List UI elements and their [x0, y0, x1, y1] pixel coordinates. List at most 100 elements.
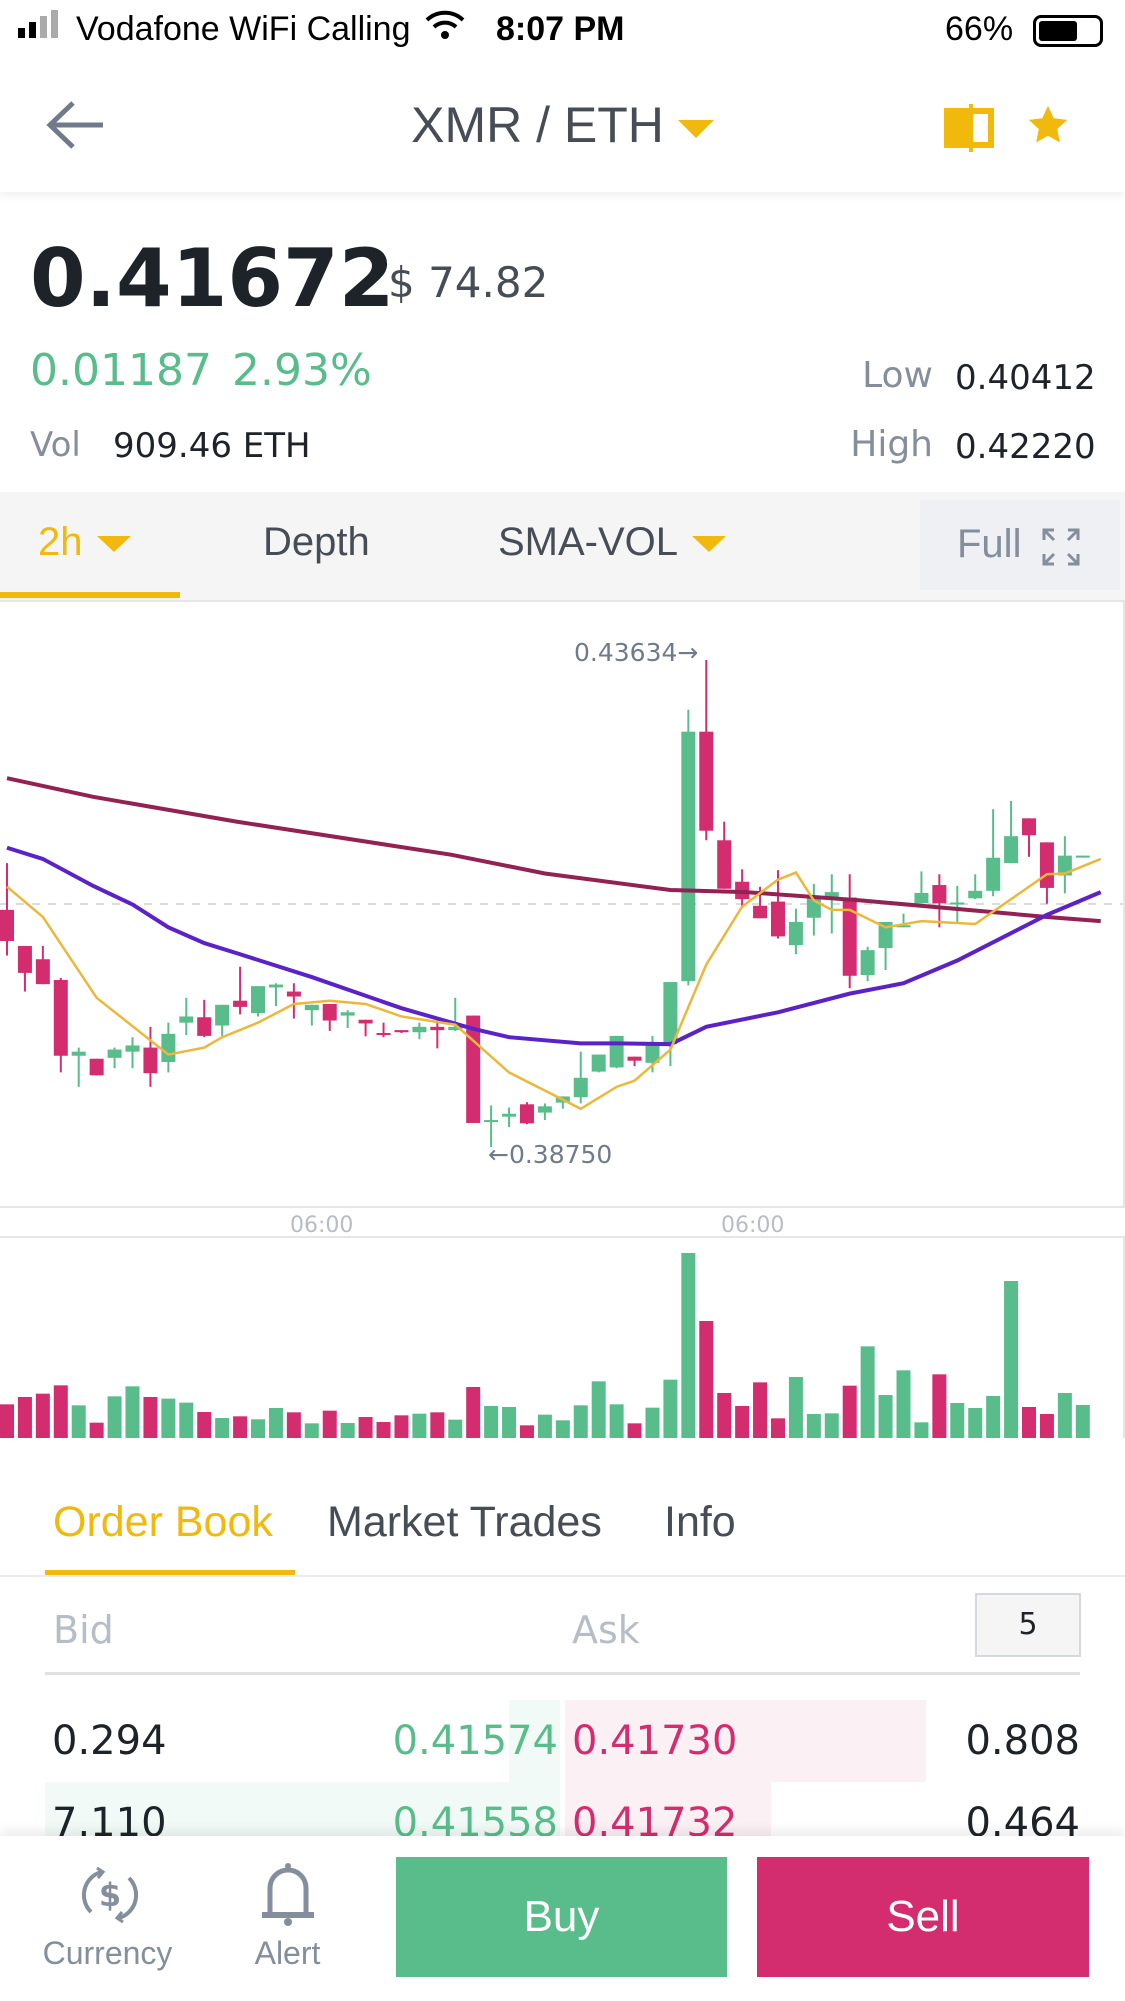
volume-bar	[537, 1414, 552, 1438]
volume-bar	[753, 1382, 768, 1438]
high-marker-value: 0.43634	[574, 638, 678, 667]
volume-bar	[484, 1406, 499, 1438]
volume-bar	[842, 1385, 857, 1438]
candle-body	[824, 892, 839, 899]
volume-bar	[770, 1418, 785, 1438]
candle-body	[1075, 855, 1090, 858]
candle-body	[681, 731, 696, 982]
currency-label: Currency	[42, 1935, 173, 1971]
divider	[0, 1575, 1125, 1577]
volume-bar	[573, 1405, 588, 1438]
wifi-icon	[425, 10, 465, 60]
volume-bar	[950, 1403, 965, 1438]
candle-body	[896, 925, 911, 928]
candle-body	[1039, 842, 1054, 888]
star-icon[interactable]	[1025, 102, 1071, 152]
volume-bar	[914, 1422, 929, 1438]
candle-body	[860, 950, 875, 975]
candle-body	[914, 892, 929, 904]
candle-body	[358, 1019, 373, 1024]
candle-body	[448, 1026, 463, 1031]
volume-bar	[215, 1418, 230, 1438]
fullscreen-button[interactable]: Full	[920, 500, 1120, 590]
volume-bar	[71, 1405, 86, 1438]
price-change: 0.01187	[30, 345, 212, 396]
high-marker: 0.43634→	[574, 638, 698, 667]
volume-bar	[717, 1393, 732, 1438]
volume-bar	[663, 1379, 678, 1438]
volume-bar	[0, 1404, 14, 1438]
bid-price[interactable]: 0.41574	[392, 1718, 558, 1764]
volume-bar	[735, 1406, 750, 1438]
volume-bar	[286, 1412, 301, 1438]
candle-body	[71, 1051, 86, 1056]
tab-market-trades[interactable]: Market Trades	[327, 1498, 602, 1546]
candle-body	[788, 921, 803, 946]
tab-order-book[interactable]: Order Book	[53, 1498, 273, 1546]
active-tab-underline	[0, 592, 180, 598]
low-marker: ←0.38750	[488, 1140, 612, 1169]
ask-price[interactable]: 0.41730	[572, 1718, 738, 1764]
volume-bar	[125, 1386, 140, 1438]
candle-body	[950, 902, 965, 905]
volume-bar	[197, 1412, 212, 1438]
sell-button[interactable]: Sell	[757, 1857, 1089, 1977]
time-label: 06:00	[721, 1213, 785, 1238]
candle-body	[591, 1054, 606, 1072]
candlestick-chart[interactable]	[0, 600, 1125, 1208]
interval-label: 2h	[38, 520, 83, 564]
volume-value: 909.46 ETH	[113, 426, 311, 466]
volume-bar	[179, 1402, 194, 1438]
ma-mid-line	[6, 845, 1102, 1047]
interval-selector[interactable]: 2h	[38, 520, 131, 565]
candle-body	[394, 1030, 409, 1033]
candle-body	[519, 1104, 534, 1124]
high-label: High	[850, 424, 933, 465]
currency-button[interactable]: $ Currency	[20, 1860, 195, 1980]
candle-body	[986, 857, 1001, 891]
volume-chart-frame	[0, 1236, 1125, 1438]
caret-down-icon	[96, 536, 131, 553]
currency-exchange-icon: $	[81, 1866, 139, 1924]
fiat-price: $ 74.82	[388, 258, 549, 307]
candle-body	[233, 1000, 248, 1007]
candle-body	[842, 897, 857, 976]
candle-body	[197, 1017, 212, 1036]
candle-body	[1004, 836, 1019, 864]
expand-icon	[1042, 528, 1080, 566]
volume-bar	[466, 1387, 481, 1438]
alert-button[interactable]: Alert	[230, 1860, 345, 1980]
buy-button[interactable]: Buy	[396, 1857, 727, 1977]
candle-body	[1057, 855, 1072, 876]
price-change-percent: 2.93%	[232, 345, 372, 396]
last-price: 0.41672	[30, 232, 395, 325]
candle-body	[376, 1033, 391, 1036]
volume-bar	[143, 1397, 158, 1438]
back-arrow-icon[interactable]	[45, 100, 107, 154]
price-chart-frame	[0, 600, 1125, 1208]
volume-bar	[519, 1425, 534, 1438]
carrier-label: Vodafone WiFi Calling	[76, 10, 411, 48]
pair-title: XMR / ETH	[411, 97, 664, 153]
volume-bar	[699, 1321, 714, 1438]
candle-body	[89, 1058, 104, 1076]
high-value: 0.42220	[955, 427, 1096, 467]
candle-body	[627, 1056, 642, 1061]
candle-body	[484, 1120, 499, 1123]
depth-selector[interactable]: 5	[975, 1593, 1081, 1657]
tab-info[interactable]: Info	[664, 1498, 736, 1546]
ask-amount[interactable]: 0.808	[965, 1718, 1080, 1764]
volume-bar	[860, 1346, 875, 1438]
volume-bar	[1039, 1414, 1054, 1438]
indicator-selector[interactable]: SMA-VOL	[498, 520, 727, 565]
candle-body	[1022, 818, 1037, 836]
candle-body	[968, 890, 983, 899]
volume-bar	[1022, 1407, 1037, 1438]
volume-bar	[591, 1381, 606, 1438]
split-layout-icon[interactable]	[942, 104, 998, 156]
tab-depth[interactable]: Depth	[263, 520, 370, 564]
divider	[45, 1672, 1080, 1675]
pair-selector[interactable]: XMR / ETH	[0, 96, 1125, 154]
candle-body	[35, 959, 50, 985]
bid-amount[interactable]: 0.294	[52, 1718, 167, 1764]
